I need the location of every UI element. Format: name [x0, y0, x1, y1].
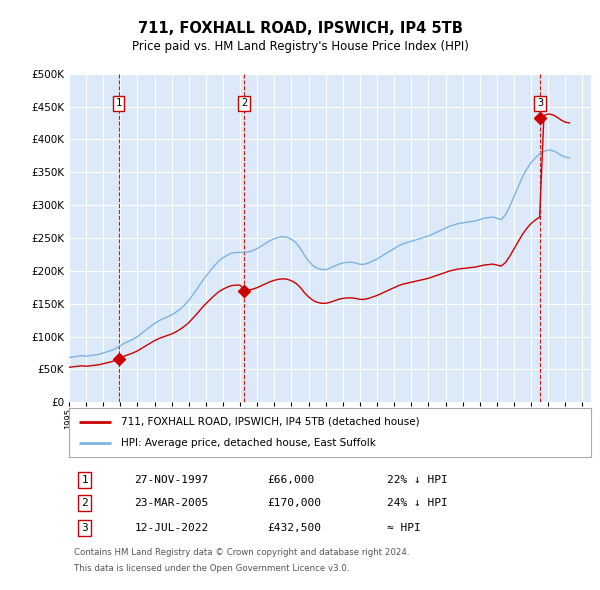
Text: Contains HM Land Registry data © Crown copyright and database right 2024.: Contains HM Land Registry data © Crown c…	[74, 548, 410, 557]
Text: 27-NOV-1997: 27-NOV-1997	[134, 475, 209, 485]
Text: 3: 3	[537, 99, 543, 109]
Text: £432,500: £432,500	[268, 523, 322, 533]
Text: HPI: Average price, detached house, East Suffolk: HPI: Average price, detached house, East…	[121, 438, 376, 448]
Text: 711, FOXHALL ROAD, IPSWICH, IP4 5TB: 711, FOXHALL ROAD, IPSWICH, IP4 5TB	[137, 21, 463, 36]
Text: 711, FOXHALL ROAD, IPSWICH, IP4 5TB (detached house): 711, FOXHALL ROAD, IPSWICH, IP4 5TB (det…	[121, 417, 420, 427]
Text: 1: 1	[81, 475, 88, 485]
Text: Price paid vs. HM Land Registry's House Price Index (HPI): Price paid vs. HM Land Registry's House …	[131, 40, 469, 53]
Text: 1: 1	[116, 99, 122, 109]
Text: £170,000: £170,000	[268, 498, 322, 508]
Text: 2: 2	[81, 498, 88, 508]
Text: This data is licensed under the Open Government Licence v3.0.: This data is licensed under the Open Gov…	[74, 564, 350, 573]
Text: 3: 3	[81, 523, 88, 533]
Text: 2: 2	[241, 99, 247, 109]
Text: ≈ HPI: ≈ HPI	[388, 523, 421, 533]
Text: 22% ↓ HPI: 22% ↓ HPI	[388, 475, 448, 485]
Text: £66,000: £66,000	[268, 475, 314, 485]
Text: 12-JUL-2022: 12-JUL-2022	[134, 523, 209, 533]
Text: 24% ↓ HPI: 24% ↓ HPI	[388, 498, 448, 508]
Text: 23-MAR-2005: 23-MAR-2005	[134, 498, 209, 508]
